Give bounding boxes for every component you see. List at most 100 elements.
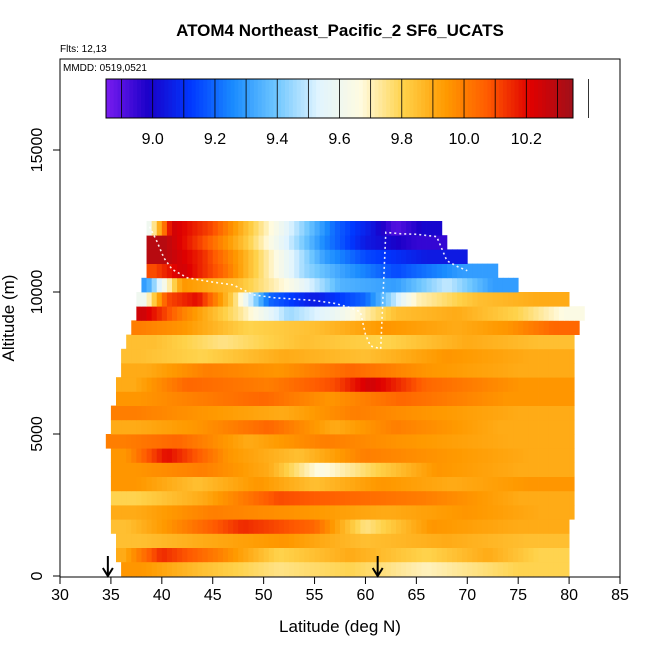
heat-cell-b2 [411,533,417,548]
heat-cell-b8 [299,448,305,463]
heat-cell-b3 [365,519,371,534]
heat-cell-b5 [309,490,315,506]
heat-cell-b9 [518,434,524,449]
heat-cell-b4 [543,505,550,520]
heat-cell-b19 [192,292,198,307]
heat-cell-b7 [553,462,560,477]
heat-cell-b5 [406,490,412,506]
heat-cell-b11 [294,405,300,421]
heat-cell-b8 [110,448,117,463]
heat-cell-b7 [187,462,193,477]
heat-cell-b20 [187,277,193,293]
heat-cell-b5 [136,490,142,506]
heat-cell-b10 [324,419,331,435]
x-tick-label: 75 [509,587,527,604]
heat-cell-b24 [309,221,315,236]
heat-cell-b7 [518,462,524,477]
heat-cell-b13 [492,377,499,392]
heat-cell-b23 [151,235,158,250]
heat-cell-b12 [324,391,331,406]
heat-cell-b11 [253,405,259,421]
heat-cell-b12 [411,391,417,406]
heat-cell-b19 [233,292,239,307]
heat-cell-b18 [212,306,219,321]
heat-cell-b10 [304,419,310,435]
heat-cell-b2 [131,533,137,548]
heat-cell-b8 [166,448,173,463]
heat-cell-b22 [401,249,407,264]
colorbar-tick-label: 10.2 [511,131,542,148]
heat-cell-b8 [533,448,539,463]
heat-cell-b21 [396,263,402,279]
heat-cell-b9 [431,434,438,449]
heat-cell-b1 [497,547,504,563]
heat-cell-b14 [284,363,290,378]
heat-cell-b7 [141,462,147,477]
heat-cell-b15 [401,348,407,364]
heat-cell-b20 [502,277,509,293]
heat-cell-b9 [299,434,305,449]
heat-cell-b6 [411,476,417,492]
heat-cell-b16 [375,334,382,350]
heat-cell-b19 [401,292,407,307]
heat-cell-b24 [202,221,209,236]
heat-cell-b21 [151,263,158,279]
heat-cell-b22 [309,249,315,264]
heat-cell-b4 [273,505,280,520]
heat-cell-b6 [355,476,361,492]
heat-cell-b11 [553,405,560,421]
heat-cell-b7 [233,462,239,477]
heat-cell-b24 [365,221,371,236]
heat-cell-b17 [304,320,310,335]
heatmap-cells [105,221,585,577]
heat-cell-b21 [278,263,285,279]
heat-cell-b17 [406,320,412,335]
heat-cell-b20 [452,277,458,293]
heat-cell-b13 [299,377,305,392]
heat-cell-b16 [564,334,570,350]
heat-cell-b17 [431,320,438,335]
heat-cell-b22 [370,249,377,264]
heat-cell-b13 [477,377,483,392]
heat-cell-b5 [156,490,163,506]
heat-cell-b11 [436,405,443,421]
colorbar-segment [323,79,329,118]
heat-cell-b11 [345,405,351,421]
heat-cell-b14 [243,363,249,378]
heat-cell-b6 [222,476,229,492]
heat-cell-b9 [151,434,158,449]
heat-cell-b22 [202,249,209,264]
heat-cell-b16 [497,334,504,350]
heat-cell-b2 [548,533,555,548]
colorbar-segment [226,79,231,118]
heat-cell-b6 [304,476,310,492]
heat-cell-b19 [396,292,402,307]
heat-cell-b14 [253,363,259,378]
heat-cell-b10 [508,419,514,435]
heat-cell-b18 [207,306,214,321]
heat-cell-b13 [396,377,402,392]
heat-cell-b16 [340,334,346,350]
heat-cell-b2 [518,533,524,548]
heat-cell-b22 [243,249,249,264]
colorbar-segment [553,79,558,118]
heat-cell-b20 [492,277,499,293]
heat-cell-b4 [477,505,483,520]
heat-cell-b13 [243,377,249,392]
y-axis-label: Altitude (m) [0,275,18,362]
heat-cell-b10 [202,419,209,435]
heat-cell-b5 [533,490,539,506]
dates-label: MMDD: 0519,0521 [63,63,147,74]
heat-cell-b19 [268,292,275,307]
heat-cell-b12 [161,391,168,406]
colorbar-segment [183,79,189,118]
colorbar-segment [518,79,523,118]
heat-cell-b19 [538,292,545,307]
heat-cell-b24 [253,221,259,236]
colorbar-segment [269,79,274,118]
heat-cell-b15 [161,348,168,364]
heat-cell-b19 [416,292,422,307]
heat-cell-b24 [401,221,407,236]
heat-cell-b10 [340,419,346,435]
